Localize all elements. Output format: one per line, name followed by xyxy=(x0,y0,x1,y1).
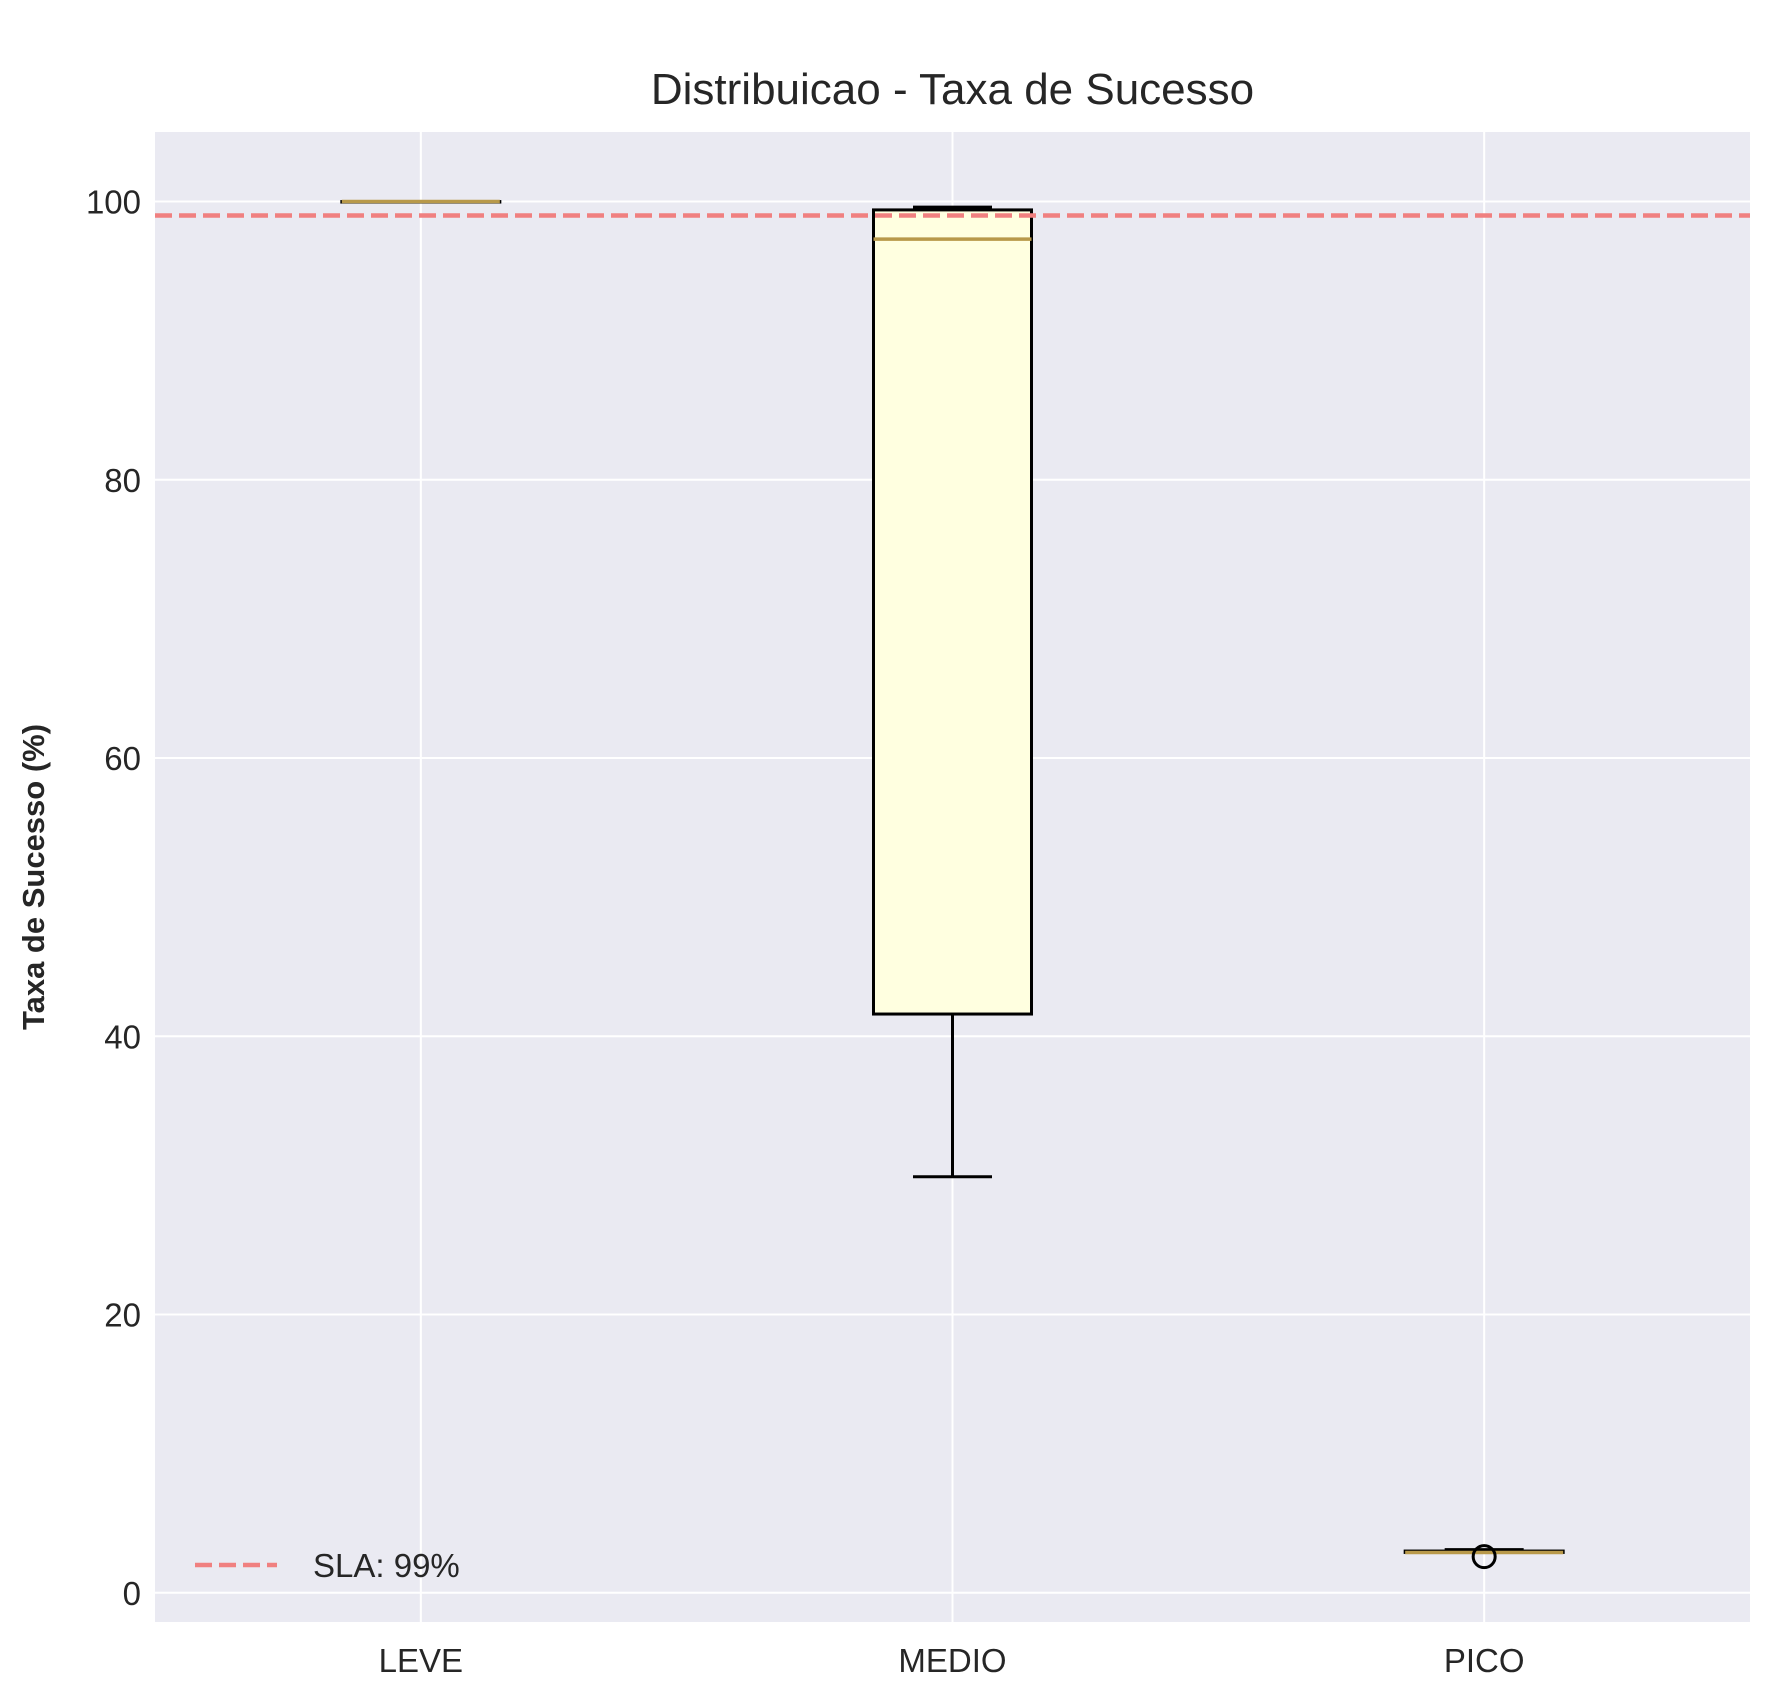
outlier-pico-0 xyxy=(1471,1544,1497,1570)
axis-ticks: 0 20 40 60 80 100 LEVE MEDIO PICO xyxy=(86,184,1525,1679)
x-tick-label-leve: LEVE xyxy=(379,1642,463,1679)
box-body-medio xyxy=(872,208,1033,1016)
y-tick-label-40: 40 xyxy=(104,1018,141,1055)
x-tick-label-pico: PICO xyxy=(1444,1642,1525,1679)
boxes xyxy=(340,199,1565,1570)
chart-title: Distribuicao - Taxa de Sucesso xyxy=(651,65,1254,114)
y-tick-label-20: 20 xyxy=(104,1297,141,1334)
y-tick-label-60: 60 xyxy=(104,740,141,777)
legend-label-sla: SLA: 99% xyxy=(313,1547,460,1584)
y-tick-label-0: 0 xyxy=(123,1575,141,1612)
y-tick-label-100: 100 xyxy=(86,184,141,221)
x-tick-label-medio: MEDIO xyxy=(898,1642,1006,1679)
y-tick-label-80: 80 xyxy=(104,462,141,499)
box-leve xyxy=(340,199,502,204)
legend: SLA: 99% xyxy=(195,1547,460,1584)
box-pico xyxy=(1403,1544,1565,1570)
y-axis-label: Taxa de Sucesso (%) xyxy=(16,724,51,1030)
box-medio xyxy=(872,205,1033,1179)
